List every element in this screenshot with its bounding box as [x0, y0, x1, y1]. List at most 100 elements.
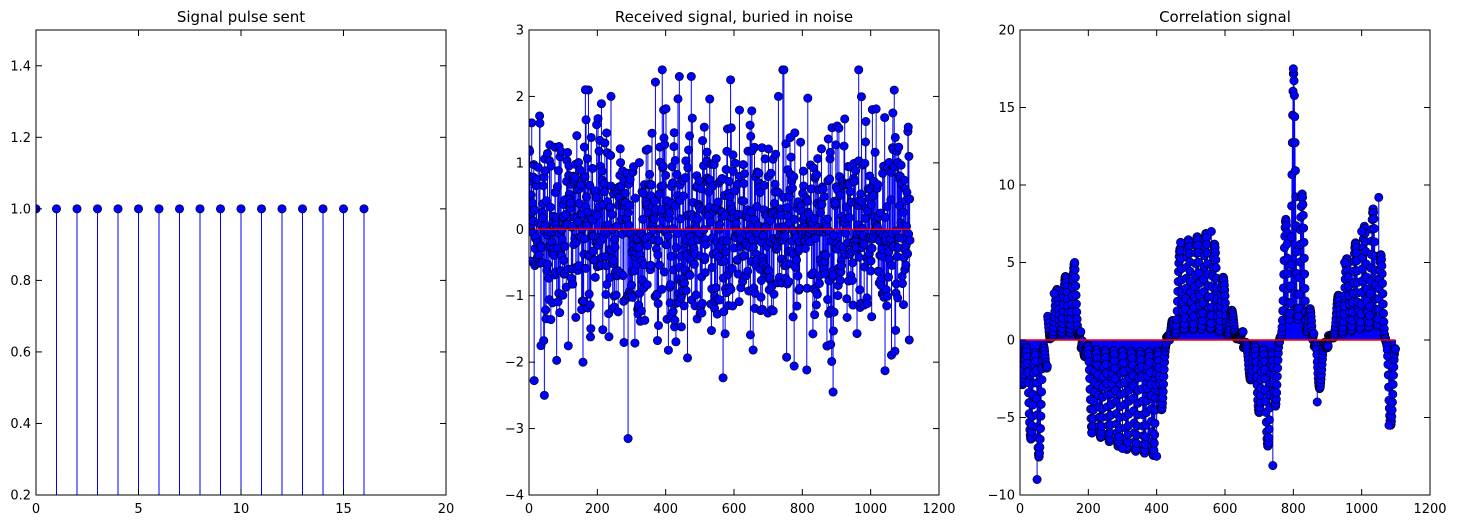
- x-tick-label: 600: [1213, 502, 1238, 517]
- stem-marker: [854, 252, 864, 262]
- stem-marker: [623, 208, 633, 218]
- stem-marker: [811, 300, 821, 310]
- stem-marker: [1387, 397, 1397, 407]
- stem-marker: [829, 230, 839, 240]
- stem-marker: [796, 137, 806, 147]
- stem-marker: [861, 117, 871, 127]
- stem-marker: [701, 239, 711, 249]
- stem-marker: [175, 204, 185, 214]
- stem-marker: [1378, 289, 1388, 299]
- stem-marker: [673, 94, 683, 104]
- stem-marker: [816, 144, 826, 154]
- stem-marker: [819, 192, 829, 202]
- stem-marker: [1110, 364, 1120, 374]
- stem-marker: [1300, 269, 1310, 279]
- stem-marker: [706, 326, 716, 336]
- stem-marker: [1378, 278, 1388, 288]
- stem-marker: [851, 166, 861, 176]
- stem-marker: [578, 357, 588, 367]
- stem-marker: [1294, 303, 1304, 313]
- stem-marker: [663, 345, 673, 355]
- stem-marker: [711, 154, 721, 164]
- stem-marker: [726, 75, 736, 85]
- stem-markers: [1020, 64, 1400, 484]
- y-tick-label: 0: [1007, 334, 1015, 349]
- stem-marker: [727, 263, 737, 273]
- stem-marker: [726, 284, 736, 294]
- stem-marker: [1374, 192, 1384, 202]
- stem-markers: [36, 204, 369, 214]
- stem-marker: [638, 214, 648, 224]
- stem-marker: [855, 285, 865, 295]
- stem-marker: [256, 204, 266, 214]
- stem-marker: [670, 315, 680, 325]
- stem-marker: [1141, 432, 1151, 442]
- stem-marker: [529, 190, 536, 200]
- stem-marker: [684, 145, 694, 155]
- stem-marker: [606, 91, 616, 101]
- x-tick-label: 400: [1144, 502, 1169, 517]
- stem-marker: [539, 390, 549, 400]
- x-tick-label: 400: [653, 502, 678, 517]
- stem-marker: [724, 177, 734, 187]
- stem-marker: [552, 355, 562, 365]
- data-layer: [1020, 64, 1400, 484]
- stem-marker: [1264, 424, 1274, 434]
- x-tick-label: 0: [32, 502, 40, 517]
- stem-marker: [1194, 257, 1204, 267]
- stem-marker: [1290, 138, 1300, 148]
- stem-marker: [1076, 327, 1086, 337]
- stem-marker: [890, 132, 900, 142]
- stem-marker: [755, 188, 765, 198]
- y-tick-label: 15: [998, 101, 1015, 116]
- stem-marker: [653, 299, 663, 309]
- stem-marker: [650, 77, 660, 87]
- stem-marker: [585, 300, 595, 310]
- stem-marker: [560, 241, 570, 251]
- stem-marker: [553, 166, 563, 176]
- stem-marker: [1286, 260, 1296, 270]
- stem-marker: [359, 204, 369, 214]
- stem-marker: [903, 122, 913, 132]
- stem-marker: [886, 195, 896, 205]
- stem-marker: [1194, 268, 1204, 278]
- stem-marker: [689, 259, 699, 269]
- stem-marker: [540, 166, 550, 176]
- stem-marker: [891, 325, 901, 335]
- stem-marker: [883, 272, 893, 282]
- stem-marker: [899, 175, 909, 185]
- stem-marker: [730, 158, 740, 168]
- x-tick-label: 0: [1016, 502, 1024, 517]
- stem-marker: [740, 169, 750, 179]
- stem-marker: [543, 259, 553, 269]
- stem-marker: [839, 141, 849, 151]
- stem-marker: [866, 266, 876, 276]
- stem-marker: [782, 352, 792, 362]
- stem-marker: [680, 173, 690, 183]
- stem-marker: [636, 306, 646, 316]
- stem-marker: [722, 236, 732, 246]
- stem-marker: [719, 256, 729, 266]
- stem-marker: [529, 205, 539, 215]
- stem-marker: [1211, 263, 1221, 273]
- stem-marker: [880, 212, 890, 222]
- stem-marker: [734, 105, 744, 115]
- x-tick-label: 1000: [1345, 502, 1378, 517]
- stem-marker: [866, 199, 876, 209]
- stem-lines: [36, 208, 365, 495]
- stem-marker: [1299, 237, 1309, 247]
- stem-marker: [676, 322, 686, 332]
- stem-marker: [593, 114, 603, 124]
- chart-title: Correlation signal: [1159, 8, 1291, 26]
- stem-marker: [216, 204, 226, 214]
- stem-marker: [646, 260, 656, 270]
- stem-marker: [897, 279, 907, 289]
- stem-marker: [1388, 389, 1398, 399]
- stem-marker: [848, 258, 858, 268]
- stem-marker: [588, 163, 598, 173]
- stem-marker: [808, 329, 818, 339]
- stem-marker: [1379, 308, 1389, 318]
- stem-marker: [1286, 281, 1296, 291]
- stem-marker: [1388, 370, 1398, 380]
- stem-marker: [833, 291, 843, 301]
